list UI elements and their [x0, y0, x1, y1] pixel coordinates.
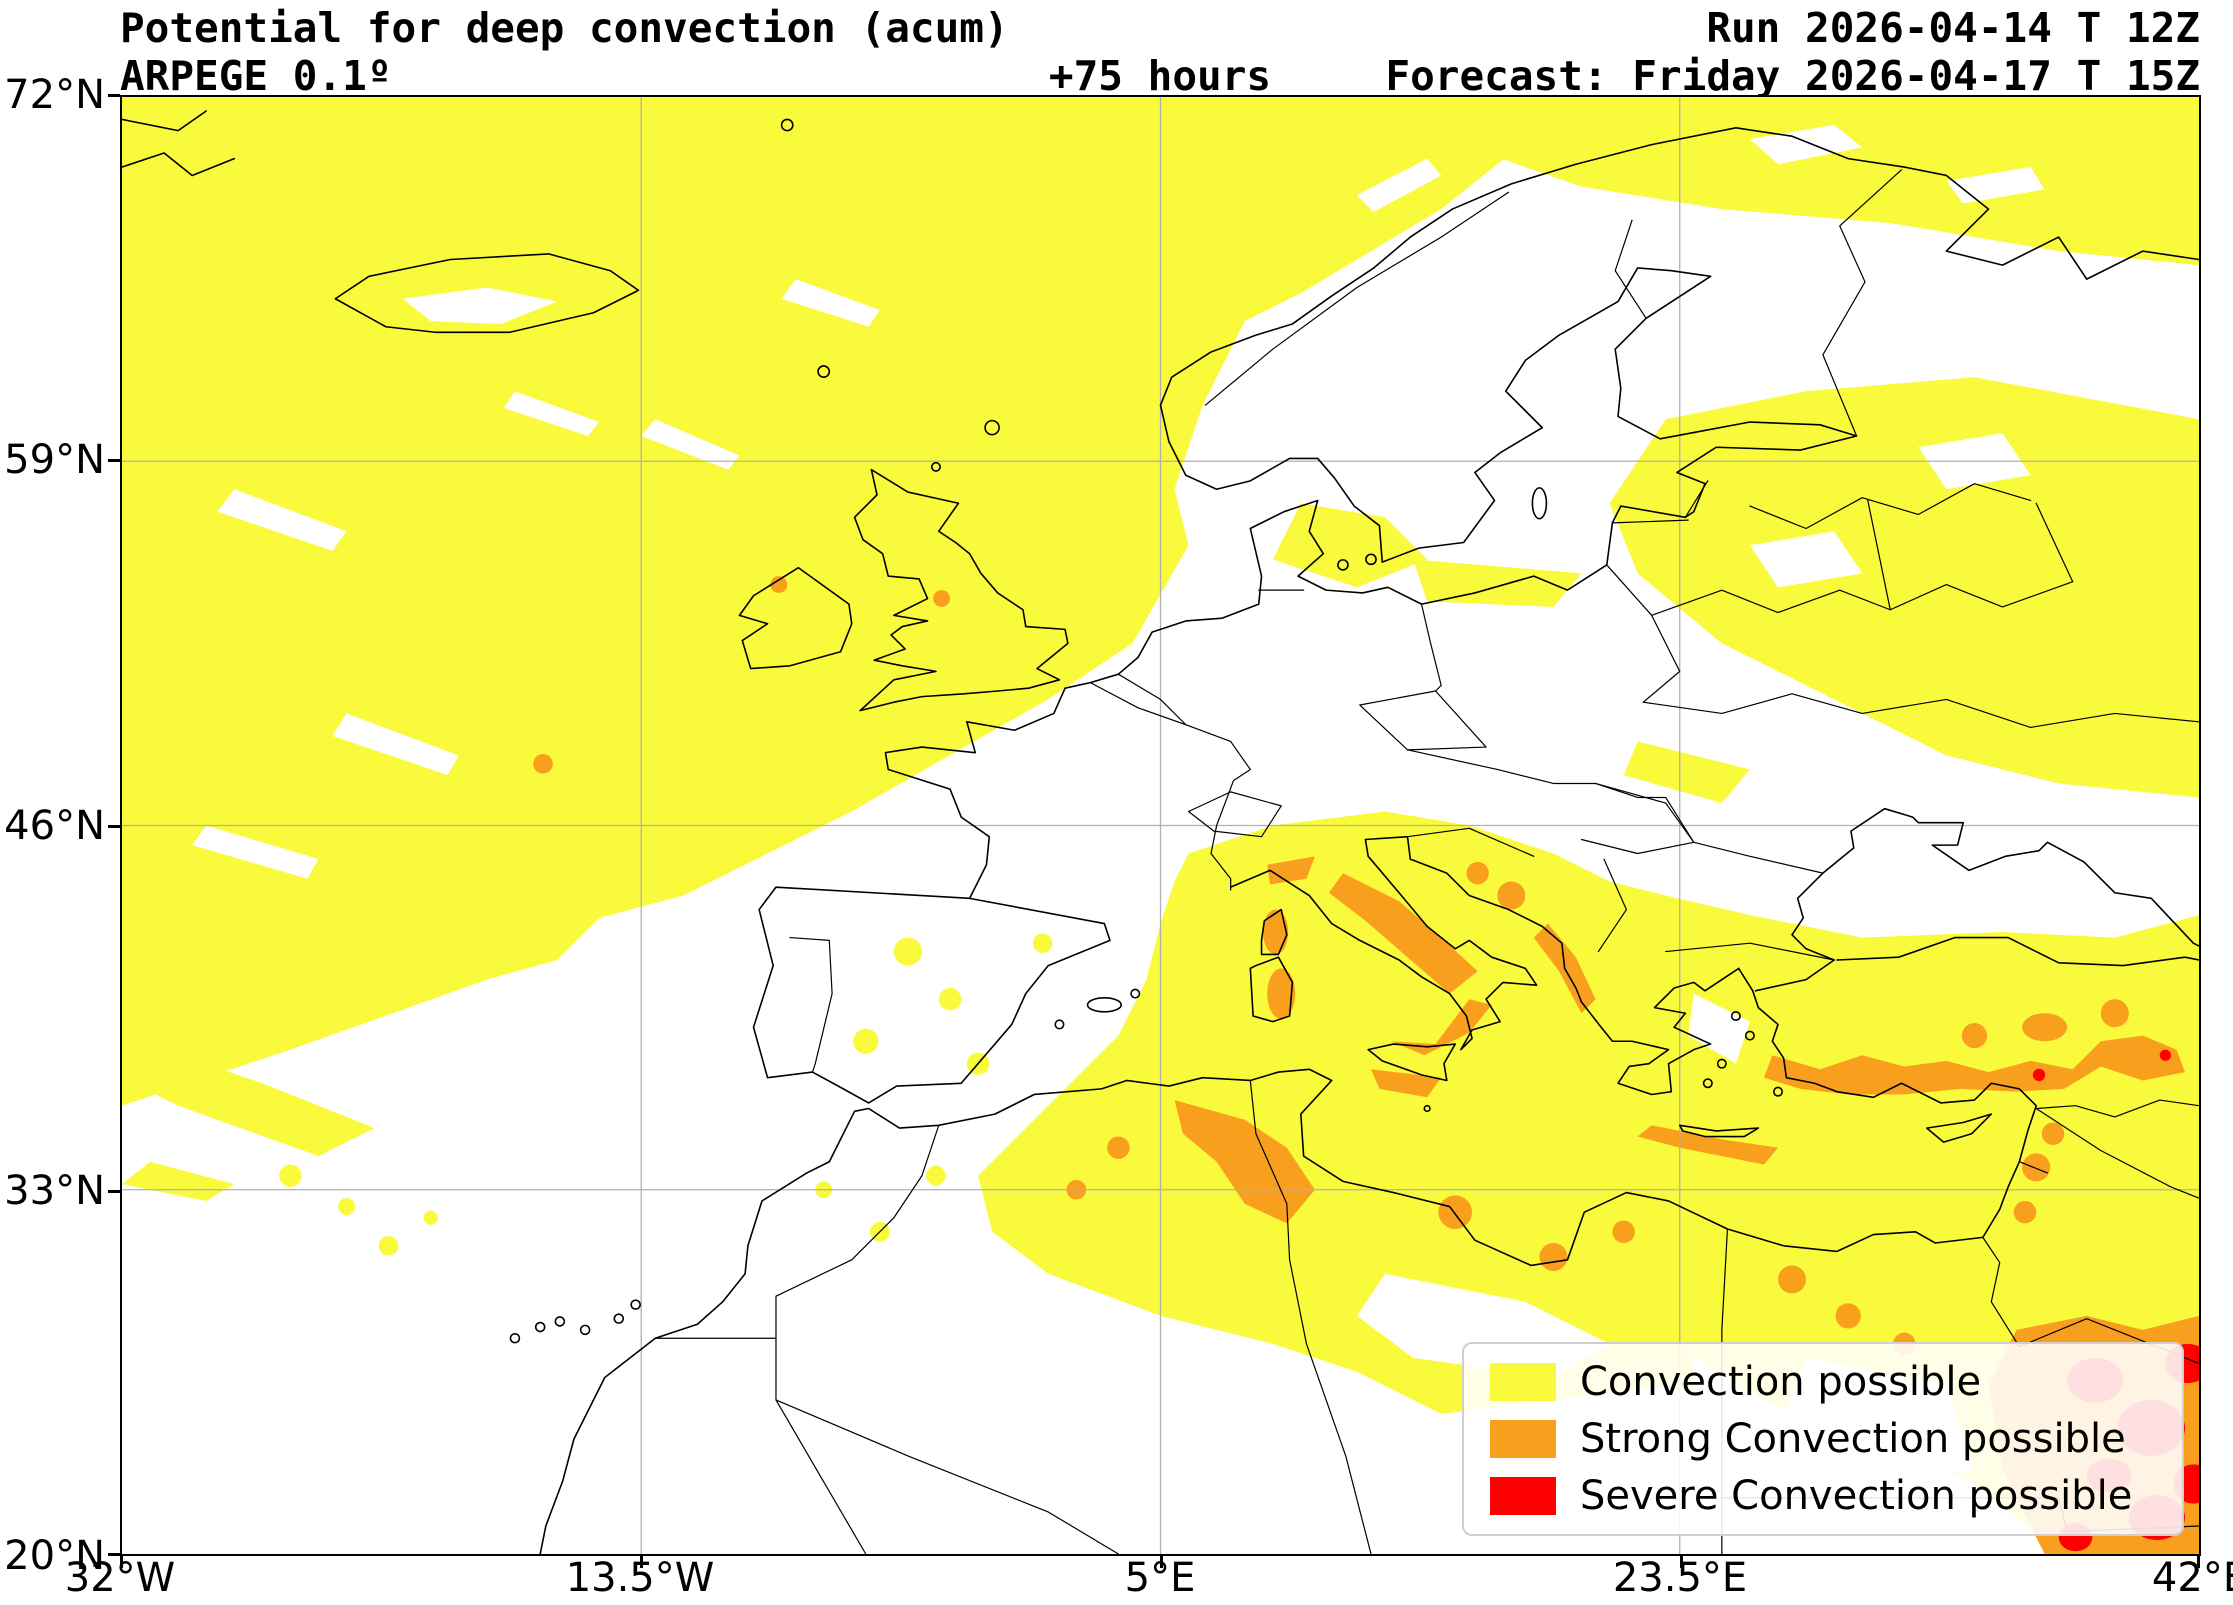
tick-mark — [1160, 1556, 1163, 1568]
tick-mark — [108, 94, 120, 97]
grid-lines — [122, 97, 2199, 1554]
tick-mark — [120, 1556, 123, 1568]
lat-tick-label: 72°N — [4, 72, 105, 118]
plot-area — [120, 95, 2201, 1556]
legend-label: Severe Convection possible — [1580, 1473, 2133, 1519]
coastlines — [122, 111, 2199, 1554]
run-label: Run 2026-04-14 T 12Z — [1706, 4, 2200, 52]
tick-mark — [108, 459, 120, 462]
lead-time-label: +75 hours — [1048, 52, 1272, 100]
tick-mark — [108, 1190, 120, 1193]
legend-box: Convection possible Strong Convection po… — [1462, 1342, 2184, 1536]
legend-item-strong-convection: Strong Convection possible — [1490, 1419, 2156, 1459]
model-label: ARPEGE 0.1º — [120, 52, 392, 100]
convection-possible-swatch — [1490, 1363, 1556, 1401]
tick-mark — [640, 1556, 643, 1568]
forecast-label: Forecast: Friday 2026-04-17 T 15Z — [1385, 52, 2200, 100]
lat-tick-label: 20°N — [4, 1533, 105, 1579]
legend-item-convection: Convection possible — [1490, 1362, 2156, 1402]
legend-item-severe-convection: Severe Convection possible — [1490, 1476, 2156, 1516]
tick-mark — [108, 1553, 120, 1556]
tick-mark — [2197, 1556, 2200, 1568]
legend-label: Convection possible — [1580, 1359, 1982, 1405]
lon-tick-label: 42°E — [2151, 1555, 2233, 1601]
page-title: Potential for deep convection (acum) — [120, 4, 1009, 52]
tick-mark — [108, 825, 120, 828]
convection-map — [122, 97, 2199, 1554]
country-borders — [655, 170, 2199, 1554]
severe-convection-swatch — [1490, 1477, 1556, 1515]
strong-convection-swatch — [1490, 1420, 1556, 1458]
legend-label: Strong Convection possible — [1580, 1416, 2126, 1462]
tick-mark — [1680, 1556, 1683, 1568]
lat-tick-label: 59°N — [4, 437, 105, 483]
lat-tick-label: 46°N — [4, 803, 105, 849]
lat-tick-label: 33°N — [4, 1168, 105, 1214]
